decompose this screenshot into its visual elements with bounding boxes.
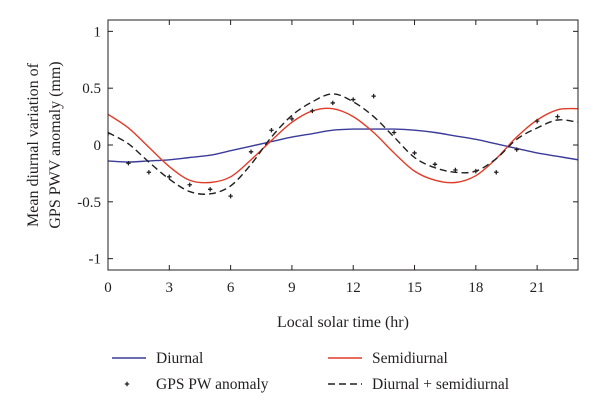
data-point: [534, 118, 540, 124]
data-point: [514, 147, 519, 152]
x-tick-label: 18: [468, 280, 483, 296]
data-point: [453, 167, 458, 173]
data-point: [187, 182, 192, 187]
data-point: [146, 170, 152, 175]
legend: Diurnal Semidiurnal GPS PW anomaly Diurnal …: [112, 350, 509, 393]
data-point: [351, 97, 356, 102]
x-tick-label: 0: [104, 280, 112, 296]
y-tick-label: 0.5: [82, 81, 101, 97]
data-point: [391, 130, 397, 135]
data-point: [248, 149, 254, 155]
series-line-diurnal: [108, 128, 578, 163]
axes: 0 3 6 9 12 15 18 21 -1 -0.5 0 0.5 1: [77, 19, 579, 296]
legend-label: GPS PW anomaly: [156, 376, 269, 393]
legend-item: Semidiurnal: [328, 350, 448, 367]
series-line-diurnal-semidiurnal: [108, 93, 578, 195]
y-tick-label: -1: [89, 252, 102, 268]
y-tick-label: 1: [94, 24, 102, 40]
data-point: [228, 193, 233, 199]
legend-label: Diurnal: [156, 350, 203, 367]
legend-item: Diurnal: [112, 350, 203, 367]
y-axis-label-line: GPS PWV anomaly (mm): [47, 61, 64, 228]
data-point: [473, 168, 479, 174]
x-tick-label: 15: [407, 280, 422, 296]
x-tick-label: 21: [530, 280, 545, 296]
x-tick-label: 9: [288, 280, 296, 296]
legend-label: Diurnal + semidiurnal: [372, 376, 509, 393]
y-tick-label: 0: [94, 138, 102, 154]
data-point: [207, 187, 213, 192]
legend-swatch-points: [124, 381, 130, 387]
series-line-semidiurnal: [108, 107, 578, 184]
data-point: [555, 114, 560, 119]
legend-item: GPS PW anomaly: [124, 376, 269, 393]
data-point: [289, 116, 295, 122]
x-tick-label: 6: [227, 280, 235, 296]
legend-label: Semidiurnal: [372, 350, 448, 367]
y-axis-label-line: Mean diurnal variation of: [25, 62, 42, 227]
data-point: [494, 170, 499, 175]
data-point: [432, 162, 438, 167]
data-point: [269, 128, 274, 133]
data-point: [108, 131, 111, 136]
legend-item: Diurnal + semidiurnal: [328, 376, 509, 393]
series-group: [108, 93, 578, 199]
y-tick-label: -0.5: [77, 195, 101, 211]
data-point: [126, 160, 131, 166]
plot-frame: [107, 19, 579, 271]
data-point: [330, 100, 335, 106]
x-axis-label: Local solar time (hr): [277, 314, 409, 331]
data-point: [371, 93, 376, 99]
data-point: [412, 150, 417, 156]
x-tick-label: 12: [346, 280, 361, 296]
data-point: [310, 108, 315, 114]
data-point: [167, 174, 172, 180]
y-axis-label: Mean diurnal variation of GPS PWV anomaly…: [25, 61, 64, 228]
x-tick-label: 3: [166, 280, 174, 296]
series-gps-pw-anomaly: [108, 93, 560, 199]
plot-area: [108, 93, 578, 199]
